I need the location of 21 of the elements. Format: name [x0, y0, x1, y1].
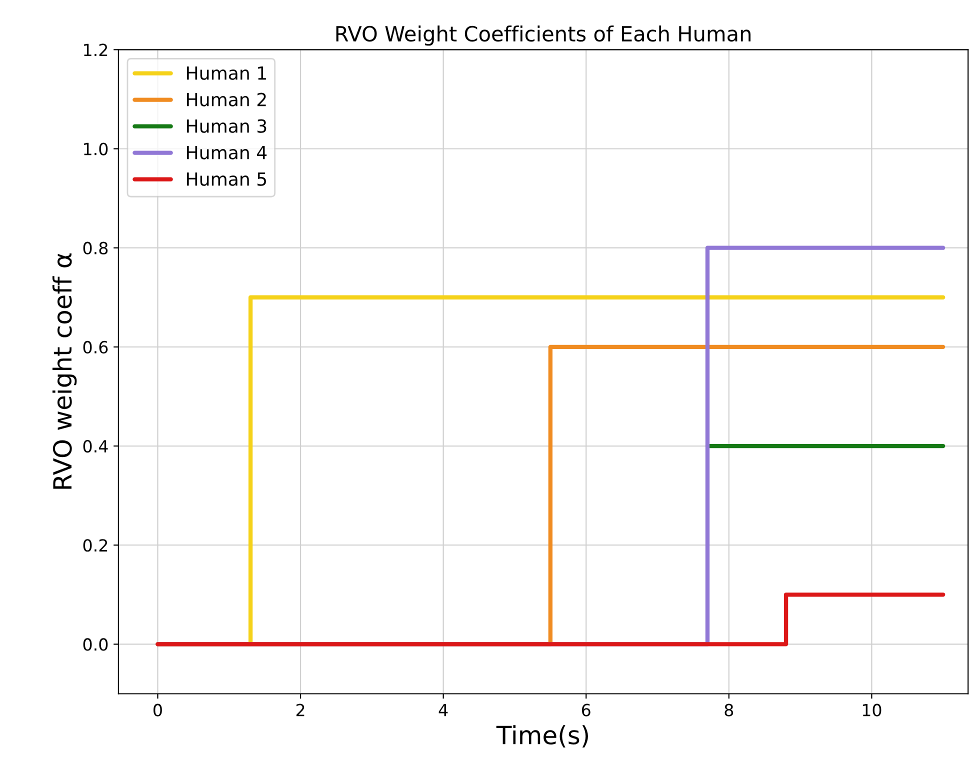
y-tick-label: 0.2: [83, 539, 108, 552]
y-axis-title: RVO weight coeff α: [52, 253, 77, 489]
chart-title: RVO Weight Coefficients of Each Human: [336, 26, 750, 46]
y-tick-label: 1.2: [84, 44, 108, 56]
y-tick-label: 0.4: [83, 440, 108, 453]
x-tick-label: 6: [582, 704, 590, 716]
legend-label: Human 2: [187, 92, 266, 106]
x-tick-label: 4: [438, 704, 448, 716]
x-tick-label: 2: [296, 704, 304, 716]
legend-label: Human 1: [187, 66, 266, 80]
x-tick-label: 8: [724, 704, 734, 716]
legend-label: Human 4: [187, 146, 267, 160]
x-axis-title: Time(s): [496, 725, 588, 748]
x-tick-label: 0: [154, 704, 162, 716]
y-tick-label: 0.6: [83, 340, 108, 354]
y-tick-label: 1.0: [84, 142, 108, 156]
y-tick-label: 0.8: [83, 242, 108, 254]
legend-label: Human 5: [187, 172, 266, 186]
y-tick-label: 0.0: [83, 638, 108, 651]
x-tick-label: 10: [862, 704, 882, 716]
legend-label: Human 3: [187, 119, 266, 133]
